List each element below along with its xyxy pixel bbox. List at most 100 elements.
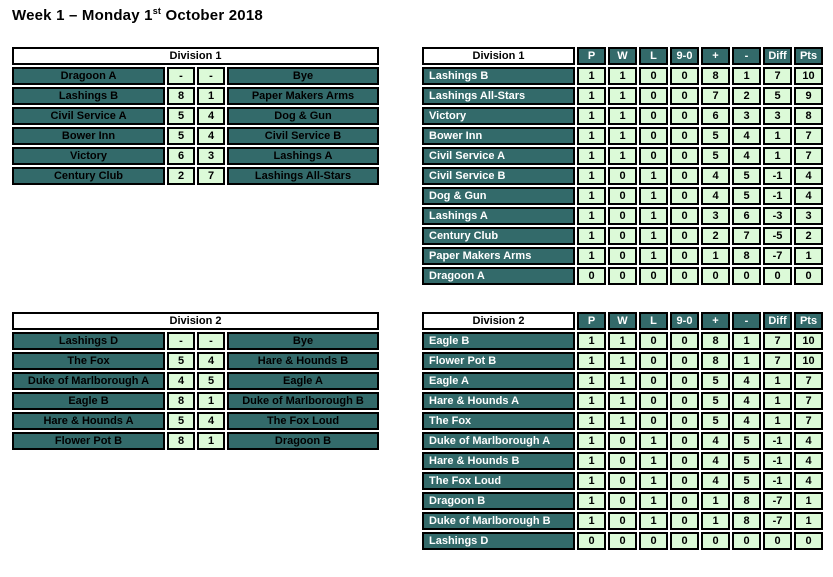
stat-cell-diff: 0 xyxy=(763,267,792,285)
stat-cell-won: 0 xyxy=(608,187,637,205)
stat-cell-diff: 7 xyxy=(763,352,792,370)
column-header-diff: Diff xyxy=(763,47,792,65)
away-team-cell: Bye xyxy=(227,332,379,350)
stat-cell-pts: 7 xyxy=(794,147,823,165)
stat-cell-plus: 3 xyxy=(701,207,730,225)
home-team-cell: Bower Inn xyxy=(12,127,165,145)
standings-row: Flower Pot B 1 1 0 0 8 1 7 10 xyxy=(422,352,823,370)
stat-cell-played: 1 xyxy=(577,352,606,370)
stat-cell-played: 1 xyxy=(577,392,606,410)
stat-cell-diff: -1 xyxy=(763,167,792,185)
stat-cell-pts: 7 xyxy=(794,127,823,145)
team-name-cell: Civil Service A xyxy=(422,147,575,165)
column-header-won: W xyxy=(608,47,637,65)
stat-cell-nine-nil: 0 xyxy=(670,332,699,350)
stat-cell-pts: 0 xyxy=(794,532,823,550)
stat-cell-won: 1 xyxy=(608,147,637,165)
home-score-cell: - xyxy=(167,332,195,350)
stat-cell-pts: 7 xyxy=(794,372,823,390)
away-score-cell: - xyxy=(197,332,225,350)
fixture-row: Century Club 2 7 Lashings All-Stars xyxy=(12,167,379,185)
stat-cell-played: 0 xyxy=(577,267,606,285)
stat-cell-nine-nil: 0 xyxy=(670,227,699,245)
stat-cell-pts: 10 xyxy=(794,67,823,85)
stat-cell-pts: 8 xyxy=(794,107,823,125)
stat-cell-pts: 1 xyxy=(794,247,823,265)
stat-cell-minus: 5 xyxy=(732,432,761,450)
stat-cell-lost: 1 xyxy=(639,227,668,245)
away-team-cell: Duke of Marlborough B xyxy=(227,392,379,410)
stat-cell-plus: 5 xyxy=(701,147,730,165)
standings-row: Lashings B 1 1 0 0 8 1 7 10 xyxy=(422,67,823,85)
page-title-date: October 2018 xyxy=(161,7,263,24)
fixtures-header-row: Division 2 xyxy=(12,312,379,330)
stat-cell-nine-nil: 0 xyxy=(670,107,699,125)
stat-cell-played: 1 xyxy=(577,207,606,225)
standings-row: Duke of Marlborough A 1 0 1 0 4 5 -1 4 xyxy=(422,432,823,450)
fixture-row: Civil Service A 5 4 Dog & Gun xyxy=(12,107,379,125)
stat-cell-pts: 10 xyxy=(794,352,823,370)
stat-cell-minus: 0 xyxy=(732,267,761,285)
stat-cell-lost: 1 xyxy=(639,247,668,265)
away-team-cell: Dog & Gun xyxy=(227,107,379,125)
stat-cell-diff: 1 xyxy=(763,392,792,410)
team-name-cell: Duke of Marlborough B xyxy=(422,512,575,530)
stat-cell-nine-nil: 0 xyxy=(670,167,699,185)
stat-cell-won: 0 xyxy=(608,512,637,530)
stat-cell-plus: 0 xyxy=(701,532,730,550)
away-score-cell: 3 xyxy=(197,147,225,165)
stat-cell-lost: 0 xyxy=(639,532,668,550)
stat-cell-lost: 0 xyxy=(639,372,668,390)
stat-cell-diff: 7 xyxy=(763,332,792,350)
stat-cell-minus: 5 xyxy=(732,452,761,470)
stat-cell-minus: 3 xyxy=(732,107,761,125)
division-2-fixtures-table: Division 2 Lashings D - - Bye The Fox 5 4 Hare &… xyxy=(10,310,381,452)
stat-cell-plus: 0 xyxy=(701,267,730,285)
fixtures-header-row: Division 1 xyxy=(12,47,379,65)
stat-cell-pts: 4 xyxy=(794,452,823,470)
stat-cell-plus: 4 xyxy=(701,187,730,205)
away-score-cell: 4 xyxy=(197,127,225,145)
stat-cell-nine-nil: 0 xyxy=(670,512,699,530)
stat-cell-minus: 8 xyxy=(732,512,761,530)
stat-cell-won: 0 xyxy=(608,167,637,185)
column-header-nine-nil: 9-0 xyxy=(670,312,699,330)
team-name-cell: Bower Inn xyxy=(422,127,575,145)
stat-cell-won: 1 xyxy=(608,87,637,105)
stat-cell-minus: 1 xyxy=(732,67,761,85)
home-score-cell: 8 xyxy=(167,87,195,105)
stat-cell-won: 0 xyxy=(608,247,637,265)
stat-cell-diff: 1 xyxy=(763,147,792,165)
stat-cell-played: 1 xyxy=(577,332,606,350)
stat-cell-plus: 1 xyxy=(701,247,730,265)
team-name-cell: Dragoon A xyxy=(422,267,575,285)
stat-cell-minus: 5 xyxy=(732,187,761,205)
stat-cell-won: 0 xyxy=(608,207,637,225)
stat-cell-plus: 7 xyxy=(701,87,730,105)
stat-cell-pts: 4 xyxy=(794,472,823,490)
stat-cell-minus: 2 xyxy=(732,87,761,105)
stat-cell-plus: 8 xyxy=(701,67,730,85)
stat-cell-plus: 1 xyxy=(701,512,730,530)
division-header: Division 1 xyxy=(422,47,575,65)
team-name-cell: Duke of Marlborough A xyxy=(422,432,575,450)
away-team-cell: Dragoon B xyxy=(227,432,379,450)
column-header-played: P xyxy=(577,312,606,330)
home-team-cell: The Fox xyxy=(12,352,165,370)
stat-cell-lost: 0 xyxy=(639,352,668,370)
standings-header-row: Division 1 P W L 9-0 + - Diff Pts xyxy=(422,47,823,65)
standings-row: Eagle B 1 1 0 0 8 1 7 10 xyxy=(422,332,823,350)
stat-cell-diff: -3 xyxy=(763,207,792,225)
stat-cell-won: 0 xyxy=(608,532,637,550)
column-header-pts: Pts xyxy=(794,47,823,65)
stat-cell-won: 0 xyxy=(608,472,637,490)
home-score-cell: 5 xyxy=(167,107,195,125)
team-name-cell: Paper Makers Arms xyxy=(422,247,575,265)
team-name-cell: The Fox Loud xyxy=(422,472,575,490)
stat-cell-lost: 0 xyxy=(639,147,668,165)
stat-cell-played: 1 xyxy=(577,167,606,185)
home-team-cell: Victory xyxy=(12,147,165,165)
division-header: Division 1 xyxy=(12,47,379,65)
